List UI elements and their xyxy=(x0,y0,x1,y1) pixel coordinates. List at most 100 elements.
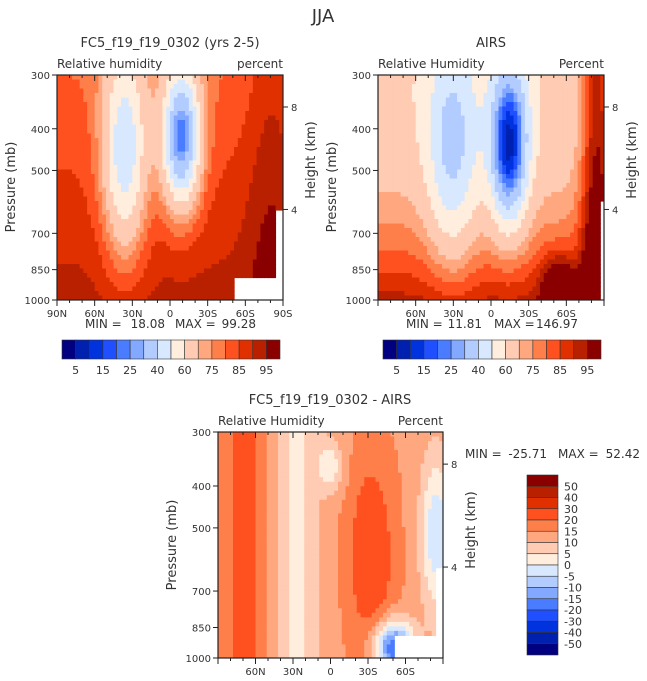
field-cell xyxy=(128,286,133,292)
field-cell xyxy=(181,88,186,94)
field-cell xyxy=(196,223,201,229)
field-cell xyxy=(411,124,417,130)
field-cell xyxy=(222,178,228,184)
field-cell xyxy=(203,106,209,112)
field-cell xyxy=(211,232,216,238)
field-cell xyxy=(430,79,436,85)
field-cell xyxy=(430,93,436,99)
field-cell xyxy=(385,129,390,135)
field-cell xyxy=(83,192,88,198)
field-cell xyxy=(105,264,111,270)
field-cell xyxy=(404,268,409,274)
field-cell xyxy=(83,223,88,229)
field-cell xyxy=(87,102,92,108)
field-cell xyxy=(211,75,216,81)
field-cell xyxy=(173,205,179,211)
field-cell xyxy=(408,286,413,292)
field-cell xyxy=(260,147,265,153)
max-label: MAX = xyxy=(175,317,216,331)
field-cell xyxy=(400,102,405,108)
field-cell xyxy=(136,214,141,220)
field-cell xyxy=(241,264,246,270)
field-cell xyxy=(381,214,387,220)
field-cell xyxy=(192,273,197,279)
field-cell xyxy=(181,291,186,297)
field-cell xyxy=(151,156,156,162)
field-cell xyxy=(396,124,402,130)
field-cell xyxy=(218,187,224,193)
field-cell xyxy=(506,282,511,288)
field-cell xyxy=(222,264,228,270)
field-cell xyxy=(196,169,201,175)
field-cell xyxy=(381,295,387,300)
field-cell xyxy=(188,232,194,238)
field-cell xyxy=(230,219,235,225)
field-cell xyxy=(87,79,92,85)
field-cell xyxy=(419,165,424,171)
field-cell xyxy=(524,151,530,157)
field-cell xyxy=(188,246,194,252)
field-cell xyxy=(200,169,205,175)
field-cell xyxy=(203,268,209,274)
field-cell xyxy=(271,84,277,90)
field-cell xyxy=(434,187,439,193)
field-cell xyxy=(378,228,383,234)
field-cell xyxy=(188,264,194,270)
field-cell xyxy=(264,178,269,184)
field-cell xyxy=(381,93,387,99)
field-cell xyxy=(449,228,454,234)
field-cell xyxy=(464,228,469,234)
field-cell xyxy=(513,205,518,211)
field-cell xyxy=(479,237,485,243)
field-cell xyxy=(162,277,167,283)
field-cell xyxy=(430,246,436,252)
field-cell xyxy=(517,79,522,85)
field-cell xyxy=(260,142,265,148)
field-cell xyxy=(502,115,507,121)
field-cell xyxy=(143,178,148,184)
field-cell xyxy=(460,129,466,135)
field-cell xyxy=(113,201,118,207)
field-cell xyxy=(196,183,201,189)
field-cell xyxy=(487,169,492,175)
field-cell xyxy=(502,102,507,108)
field-cell xyxy=(411,237,417,243)
field-cell xyxy=(491,282,496,288)
field-cell xyxy=(445,174,451,180)
field-cell xyxy=(400,241,405,247)
field-cell xyxy=(506,237,511,243)
field-cell xyxy=(132,228,137,234)
field-cell xyxy=(170,250,175,256)
field-cell xyxy=(502,264,507,270)
field-cell xyxy=(60,97,66,103)
field-cell xyxy=(472,201,477,207)
field-cell xyxy=(264,151,269,157)
field-cell xyxy=(75,156,81,162)
field-cell xyxy=(256,129,261,135)
field-cell xyxy=(438,129,443,135)
field-cell xyxy=(491,286,496,292)
field-cell xyxy=(68,201,73,207)
field-cell xyxy=(408,84,413,90)
field-cell xyxy=(237,246,243,252)
field-cell xyxy=(260,183,265,189)
field-cell xyxy=(128,223,133,229)
field-cell xyxy=(158,165,164,171)
field-cell xyxy=(445,133,451,139)
field-cell xyxy=(396,156,402,162)
field-cell xyxy=(389,268,394,274)
field-cell xyxy=(105,79,111,85)
field-cell xyxy=(128,142,133,148)
field-cell xyxy=(442,151,447,157)
field-cell xyxy=(64,214,69,220)
field-cell xyxy=(468,273,473,279)
field-cell xyxy=(491,205,496,211)
field-cell xyxy=(154,192,160,198)
max-value: 99.28 xyxy=(222,317,256,331)
field-cell xyxy=(226,255,231,261)
field-cell xyxy=(94,178,100,184)
field-cell xyxy=(260,228,265,234)
field-cell xyxy=(438,93,443,99)
field-cell xyxy=(166,264,171,270)
field-cell xyxy=(468,264,473,270)
